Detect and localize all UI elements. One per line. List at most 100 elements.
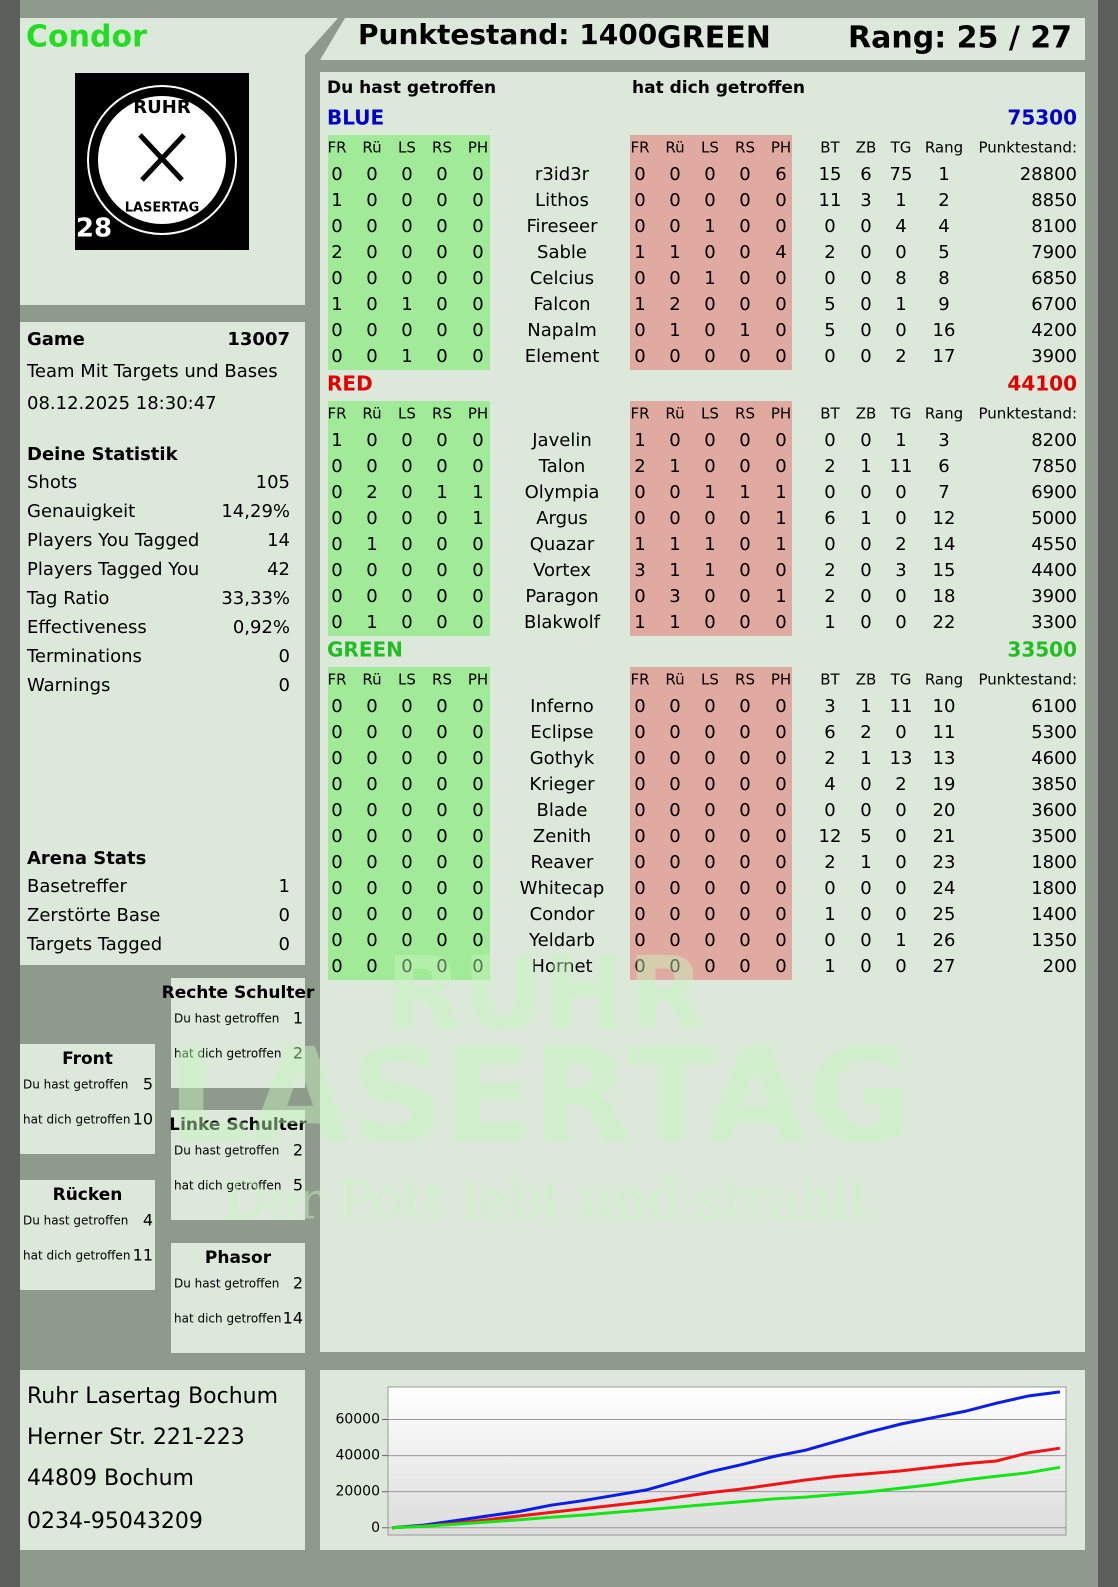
cell: 26 [933,930,956,951]
cell: 0 [895,586,906,607]
cell: 0 [436,430,447,451]
player-name: Sable [537,242,587,263]
cell: 75 [890,164,913,185]
cell: 0 [824,534,835,555]
cell: 11 [890,456,913,477]
cell: 0 [860,482,871,503]
column-header: RS [432,671,452,689]
cell: 2 [669,294,680,315]
cell: 0 [634,956,645,977]
cell: 0 [331,696,342,717]
cell: 0 [739,956,750,977]
cell: 0 [436,826,447,847]
zone-label: Du hast getroffen [23,1214,128,1228]
cell: 0 [775,190,786,211]
cell: 0 [634,826,645,847]
stat-label: Terminations [26,646,142,667]
y-tick-label: 60000 [335,1411,380,1427]
cell: 2 [824,456,835,477]
cell: 1 [669,456,680,477]
zone-value: 2 [293,1044,303,1063]
stat-label: Players Tagged You [27,559,199,580]
zone-value: 5 [143,1075,153,1094]
cell: 0 [704,956,715,977]
cell: 1 [860,748,871,769]
column-header: TG [890,671,912,689]
cell: 6700 [1031,294,1077,315]
cell: 11 [890,696,913,717]
stat-value: 0 [279,646,290,667]
cell: 0 [860,878,871,899]
cell: 0 [824,346,835,367]
cell: 0 [472,878,483,899]
player-name: Celcius [530,268,594,289]
stats-title: Deine Statistik [27,444,179,465]
player-name: Condor [26,20,147,55]
cell: 0 [366,456,377,477]
cell: 0 [331,482,342,503]
cell: 2 [895,774,906,795]
cell: 0 [775,878,786,899]
cell: 0 [669,878,680,899]
cell: 0 [860,294,871,315]
cell: 0 [401,164,412,185]
cell: 0 [704,852,715,873]
column-header: TG [890,139,912,157]
cell: 0 [824,216,835,237]
column-header: BT [820,405,840,423]
stat-label: Warnings [27,675,110,696]
cell: 22 [933,612,956,633]
arena-title: Arena Stats [27,848,146,869]
cell: 0 [669,826,680,847]
cell: 1 [860,508,871,529]
cell: 1 [938,164,949,185]
zone-value: 14 [283,1309,303,1328]
cell: 0 [331,748,342,769]
cell: 0 [472,560,483,581]
column-header: FR [327,405,346,423]
cell: 1 [331,294,342,315]
cell: 0 [366,190,377,211]
cell: 0 [704,748,715,769]
cell: 0 [704,164,715,185]
cell: 0 [436,878,447,899]
cell: 1 [331,190,342,211]
cell: 3900 [1031,346,1077,367]
cell: 0 [739,294,750,315]
stat-value: 33,33% [221,588,290,609]
cell: 0 [436,346,447,367]
cell: 0 [669,748,680,769]
cell: 3 [824,696,835,717]
cell: 2 [860,722,871,743]
cell: 0 [634,800,645,821]
cell: 0 [895,800,906,821]
cell: 2 [366,482,377,503]
right-header: hat dich getroffen [632,78,805,98]
zone-label: hat dich getroffen [23,1249,130,1263]
stat-label: Tag Ratio [26,588,109,609]
cell: 0 [436,164,447,185]
cell: 0 [436,852,447,873]
cell: 0 [895,904,906,925]
stat-value: 14,29% [221,501,290,522]
zone-value: 2 [293,1141,303,1160]
cell: 0 [436,774,447,795]
cell: 0 [472,586,483,607]
cell: 5 [824,320,835,341]
cell: 1 [704,482,715,503]
zone-title: Front [62,1049,113,1069]
cell: 1400 [1031,904,1077,925]
player-name: Blakwolf [524,612,601,633]
cell: 0 [669,430,680,451]
player-name: Olympia [525,482,600,503]
cell: 0 [895,956,906,977]
cell: 28800 [1020,164,1077,185]
cell: 0 [634,904,645,925]
cell: 3300 [1031,612,1077,633]
cell: 6 [938,456,949,477]
column-header: TG [890,405,912,423]
cell: 0 [436,800,447,821]
cell: 12 [819,826,842,847]
cell: 0 [436,956,447,977]
column-header: FR [327,139,346,157]
